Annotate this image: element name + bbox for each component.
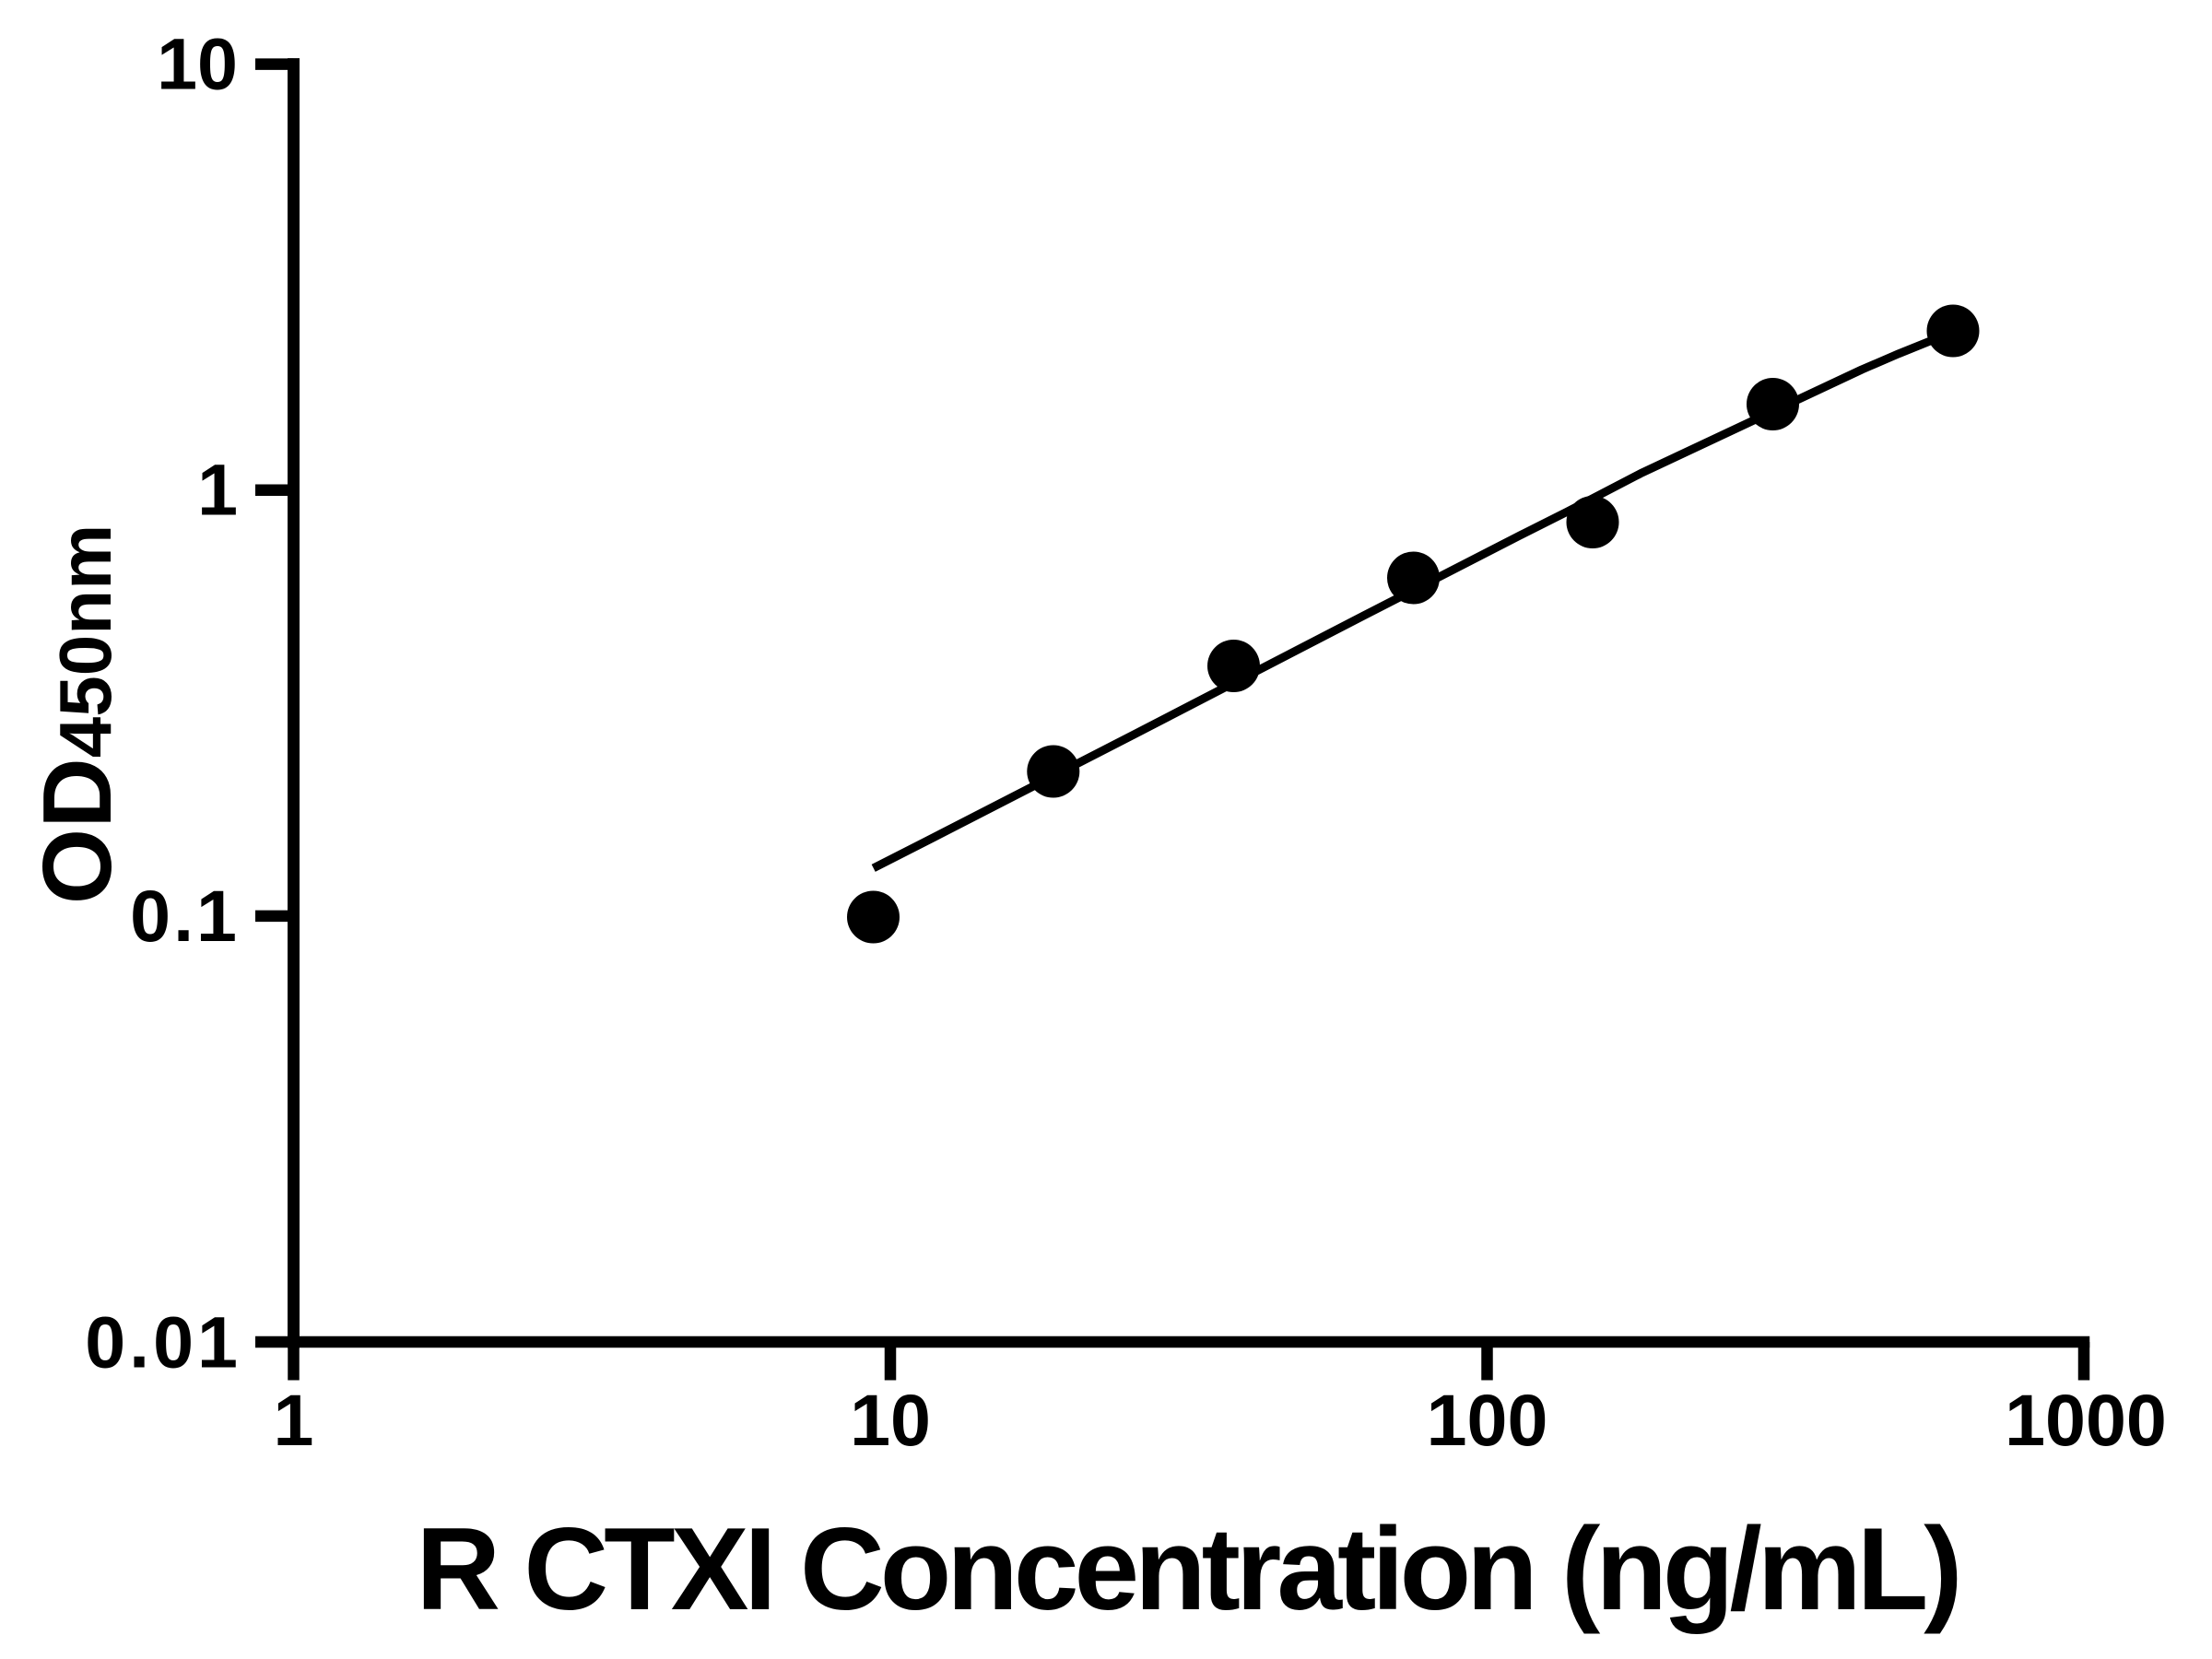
svg-text:100: 100 — [1427, 1379, 1548, 1461]
svg-text:10: 10 — [850, 1379, 931, 1461]
svg-text:10: 10 — [157, 23, 238, 105]
svg-text:0.1: 0.1 — [130, 875, 240, 957]
svg-text:R CTXI Concentration (ng/mL): R CTXI Concentration (ng/mL) — [416, 1503, 1958, 1634]
svg-text:1: 1 — [197, 449, 238, 531]
svg-text:1: 1 — [274, 1379, 314, 1461]
svg-text:0.01: 0.01 — [85, 1301, 241, 1383]
svg-text:1000: 1000 — [2005, 1379, 2167, 1461]
